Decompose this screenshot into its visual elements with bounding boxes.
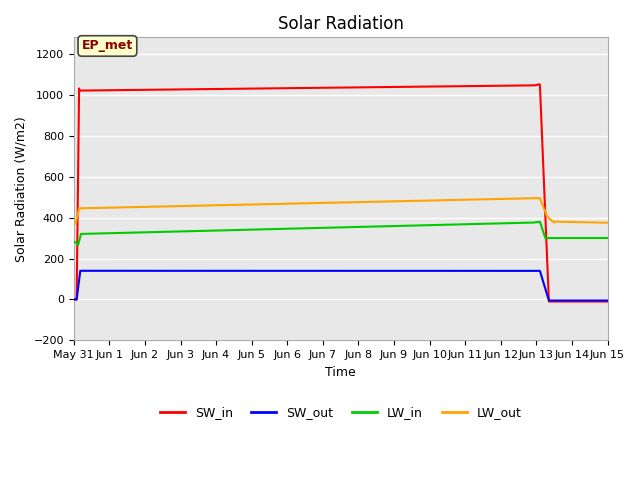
LW_out — [70, 221, 77, 227]
Line: LW_out: LW_out — [74, 198, 607, 224]
LW_out — [198, 203, 206, 208]
LW_in — [74, 242, 82, 248]
LW_in — [198, 228, 206, 234]
SW_in — [275, 85, 282, 91]
LW_in — [275, 226, 282, 232]
Y-axis label: Solar Radiation (W/m2): Solar Radiation (W/m2) — [15, 116, 28, 262]
SW_out — [604, 298, 611, 303]
Legend: SW_in, SW_out, LW_in, LW_out: SW_in, SW_out, LW_in, LW_out — [155, 401, 527, 424]
Title: Solar Radiation: Solar Radiation — [278, 15, 404, 33]
LW_in — [70, 239, 77, 245]
LW_out — [466, 197, 474, 203]
LW_out — [604, 220, 611, 226]
SW_in — [545, 299, 553, 304]
SW_in — [198, 86, 206, 92]
SW_out — [275, 268, 282, 274]
LW_in — [391, 223, 399, 229]
SW_out — [545, 298, 553, 303]
LW_in — [604, 235, 611, 241]
LW_out — [391, 198, 399, 204]
SW_in — [391, 84, 399, 90]
LW_out — [531, 195, 538, 201]
SW_out — [76, 268, 84, 274]
SW_in — [604, 299, 611, 304]
SW_out — [360, 268, 367, 274]
SW_in — [70, 297, 77, 302]
SW_in — [360, 84, 367, 90]
SW_in — [106, 87, 114, 93]
Line: SW_in: SW_in — [74, 84, 607, 301]
SW_out — [70, 297, 77, 302]
LW_in — [106, 230, 114, 236]
LW_out — [360, 199, 367, 205]
Text: EP_met: EP_met — [82, 39, 133, 52]
Line: LW_in: LW_in — [74, 222, 607, 245]
LW_in — [466, 221, 474, 227]
LW_out — [106, 205, 114, 211]
LW_in — [360, 224, 367, 230]
SW_in — [534, 82, 542, 87]
SW_in — [466, 84, 474, 89]
LW_in — [536, 219, 544, 225]
SW_out — [466, 268, 474, 274]
SW_out — [391, 268, 399, 274]
LW_out — [275, 201, 282, 207]
SW_out — [198, 268, 206, 274]
Line: SW_out: SW_out — [74, 271, 607, 300]
SW_out — [106, 268, 114, 274]
X-axis label: Time: Time — [325, 366, 356, 379]
